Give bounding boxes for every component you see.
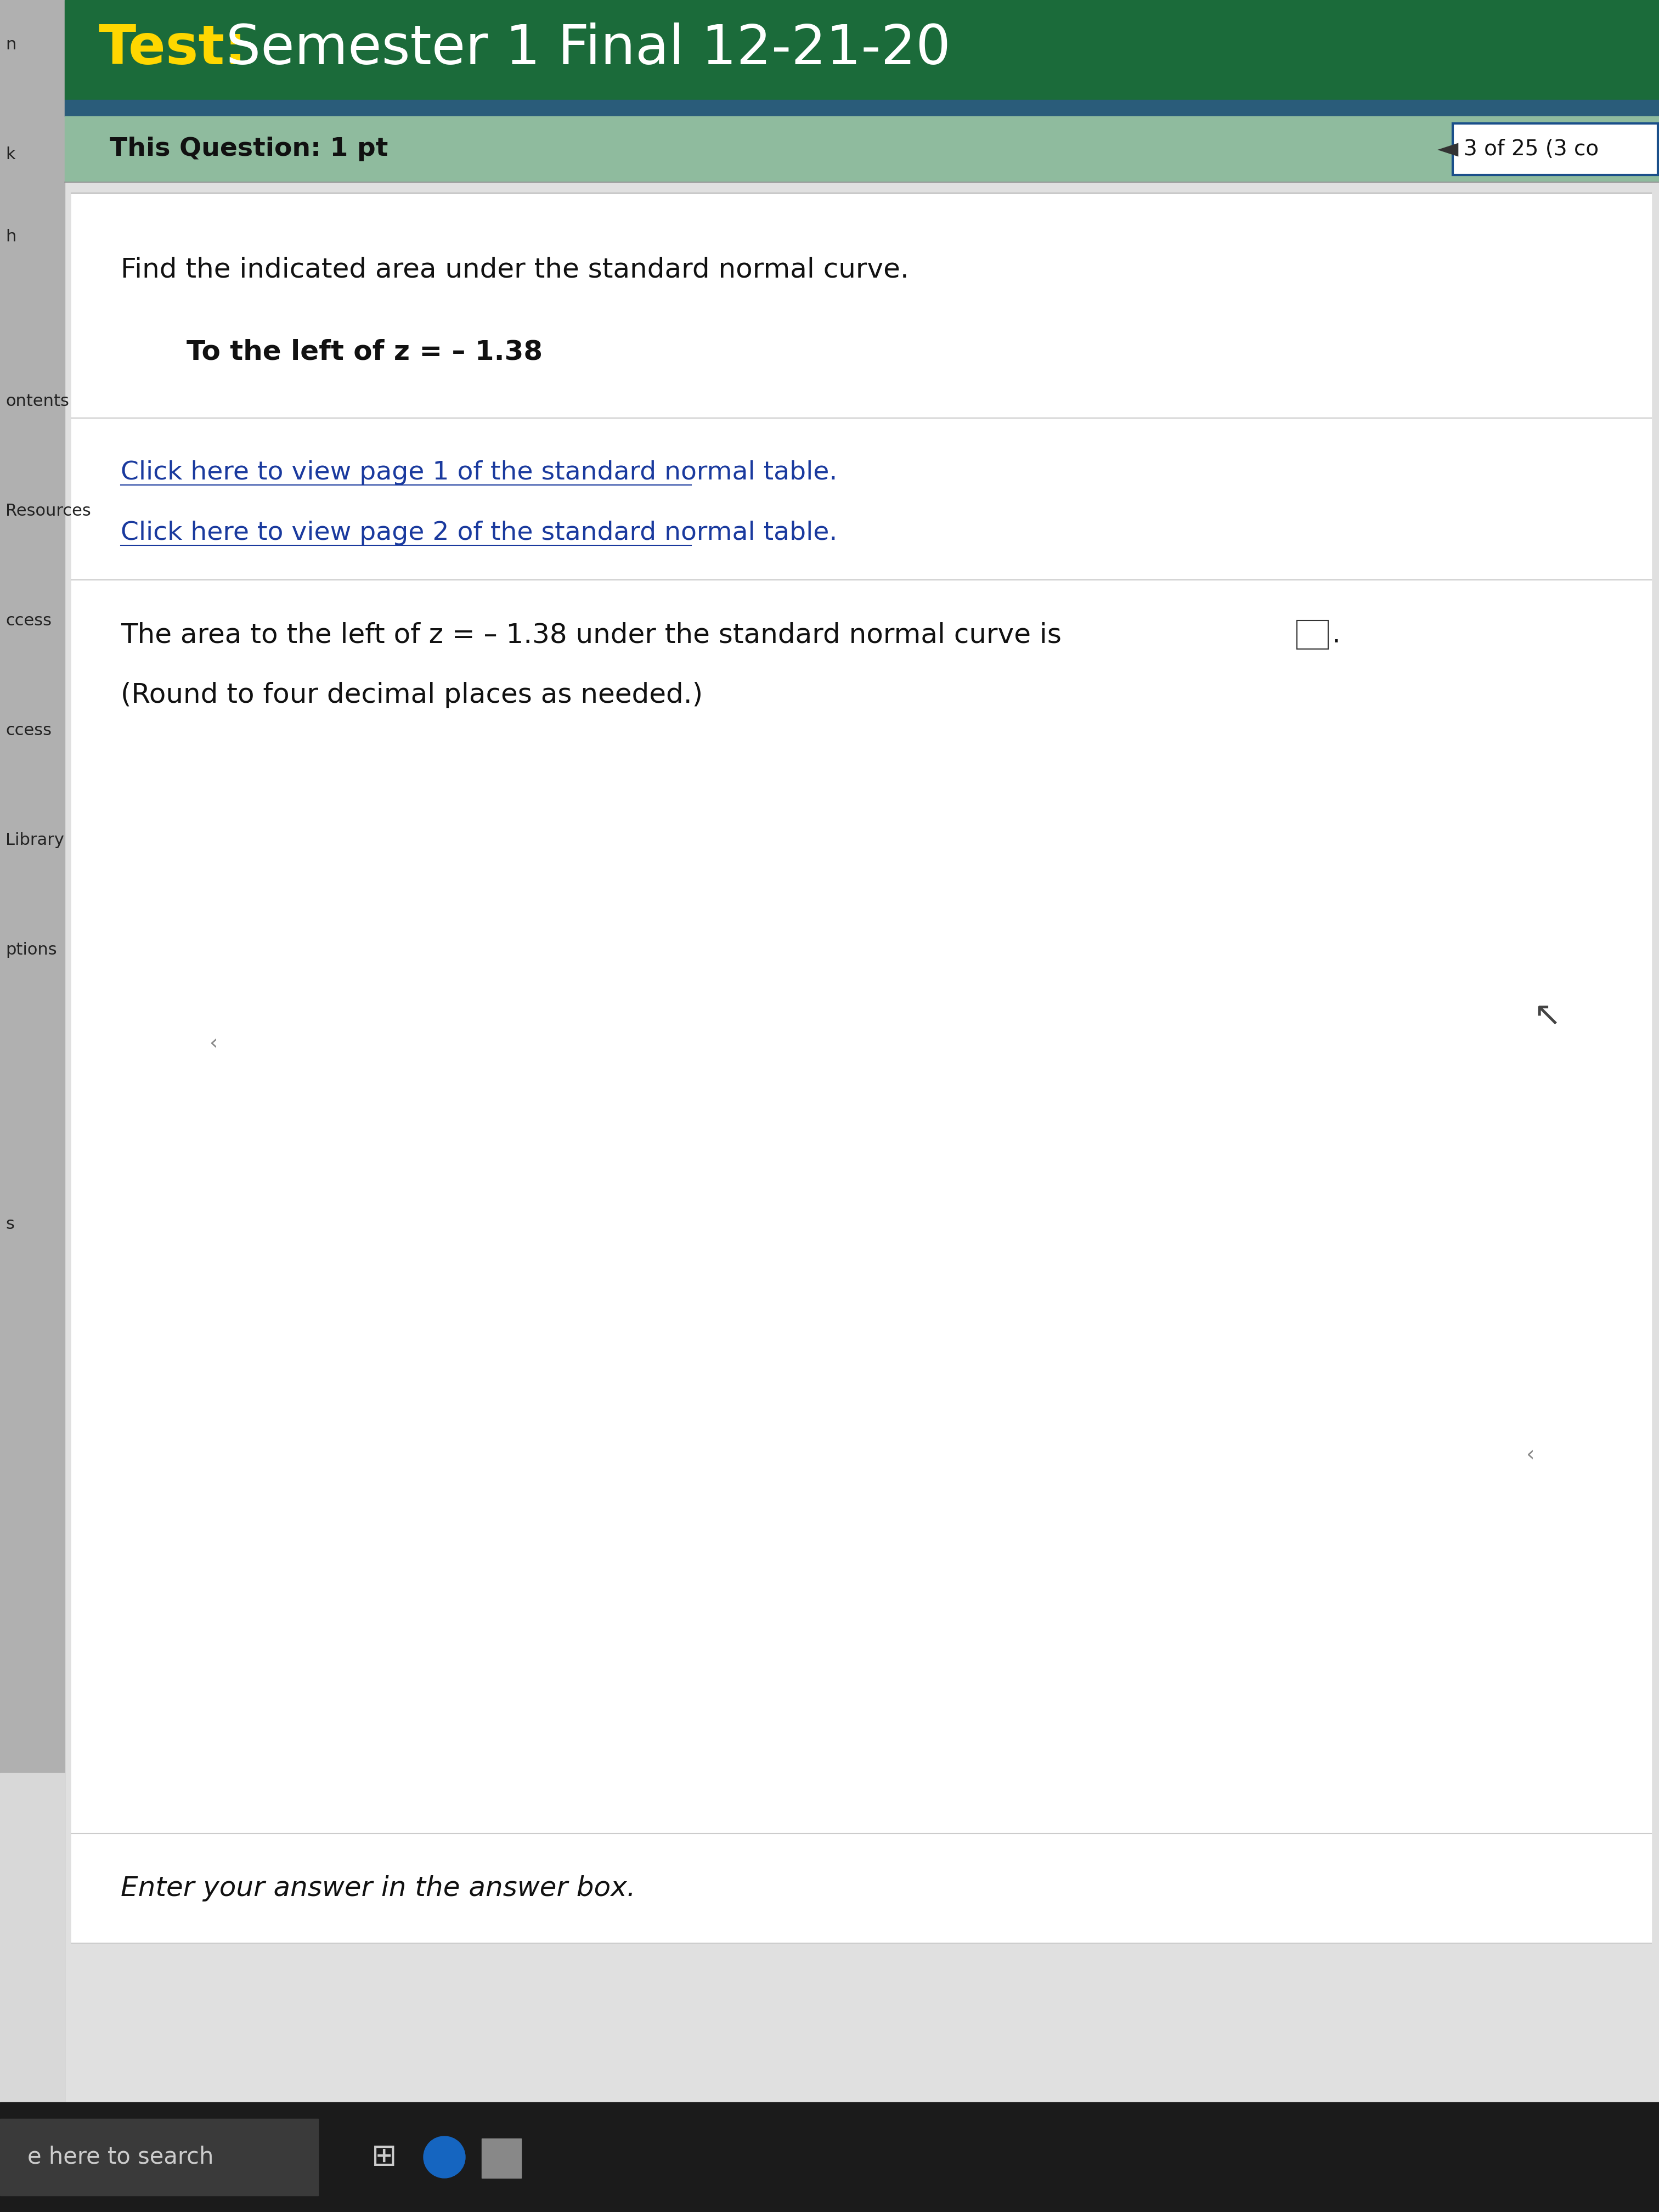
Bar — [481, 2139, 521, 2179]
Bar — [0, 0, 65, 2101]
Bar — [0, 2119, 319, 2197]
Text: Test:: Test: — [100, 22, 247, 75]
Text: ↖: ↖ — [1533, 1000, 1561, 1033]
Text: Resources: Resources — [5, 504, 91, 520]
Bar — [71, 192, 1651, 1942]
Text: 3 of 25 (3 co: 3 of 25 (3 co — [1463, 139, 1599, 159]
Text: Enter your answer in the answer box.: Enter your answer in the answer box. — [121, 1876, 635, 1902]
FancyBboxPatch shape — [1453, 124, 1657, 175]
Text: Find the indicated area under the standard normal curve.: Find the indicated area under the standa… — [121, 257, 909, 283]
Text: ccess: ccess — [5, 613, 51, 628]
Text: Semester 1 Final 12-21-20: Semester 1 Final 12-21-20 — [209, 22, 951, 75]
Text: (Round to four decimal places as needed.): (Round to four decimal places as needed.… — [121, 681, 703, 708]
Text: h: h — [5, 230, 17, 246]
Bar — [0, 1774, 65, 2101]
Text: Library: Library — [5, 832, 65, 849]
Text: e here to search: e here to search — [28, 2146, 214, 2168]
Text: n: n — [5, 38, 17, 53]
FancyBboxPatch shape — [1297, 622, 1329, 648]
Text: Click here to view page 2 of the standard normal table.: Click here to view page 2 of the standar… — [121, 520, 838, 546]
Text: To the left of z = – 1.38: To the left of z = – 1.38 — [186, 338, 542, 365]
Bar — [65, 100, 1659, 117]
Circle shape — [423, 2137, 465, 2179]
Text: ccess: ccess — [5, 723, 51, 739]
Text: ◄: ◄ — [1437, 137, 1458, 161]
Text: k: k — [5, 146, 15, 164]
Text: ‹: ‹ — [1526, 1444, 1535, 1464]
Text: The area to the left of z = – 1.38 under the standard normal curve is: The area to the left of z = – 1.38 under… — [121, 622, 1062, 648]
Text: ‹: ‹ — [209, 1033, 219, 1053]
Text: ptions: ptions — [5, 942, 56, 958]
Bar — [0, 2101, 1659, 2212]
Text: Click here to view page 1 of the standard normal table.: Click here to view page 1 of the standar… — [121, 460, 838, 484]
Bar — [65, 117, 1659, 181]
Text: s: s — [5, 1217, 15, 1232]
Text: ⊞: ⊞ — [372, 2143, 397, 2172]
Text: .: . — [1332, 622, 1340, 648]
Text: ontents: ontents — [5, 394, 70, 409]
Bar — [65, 0, 1659, 100]
Text: This Question: 1 pt: This Question: 1 pt — [109, 137, 388, 161]
